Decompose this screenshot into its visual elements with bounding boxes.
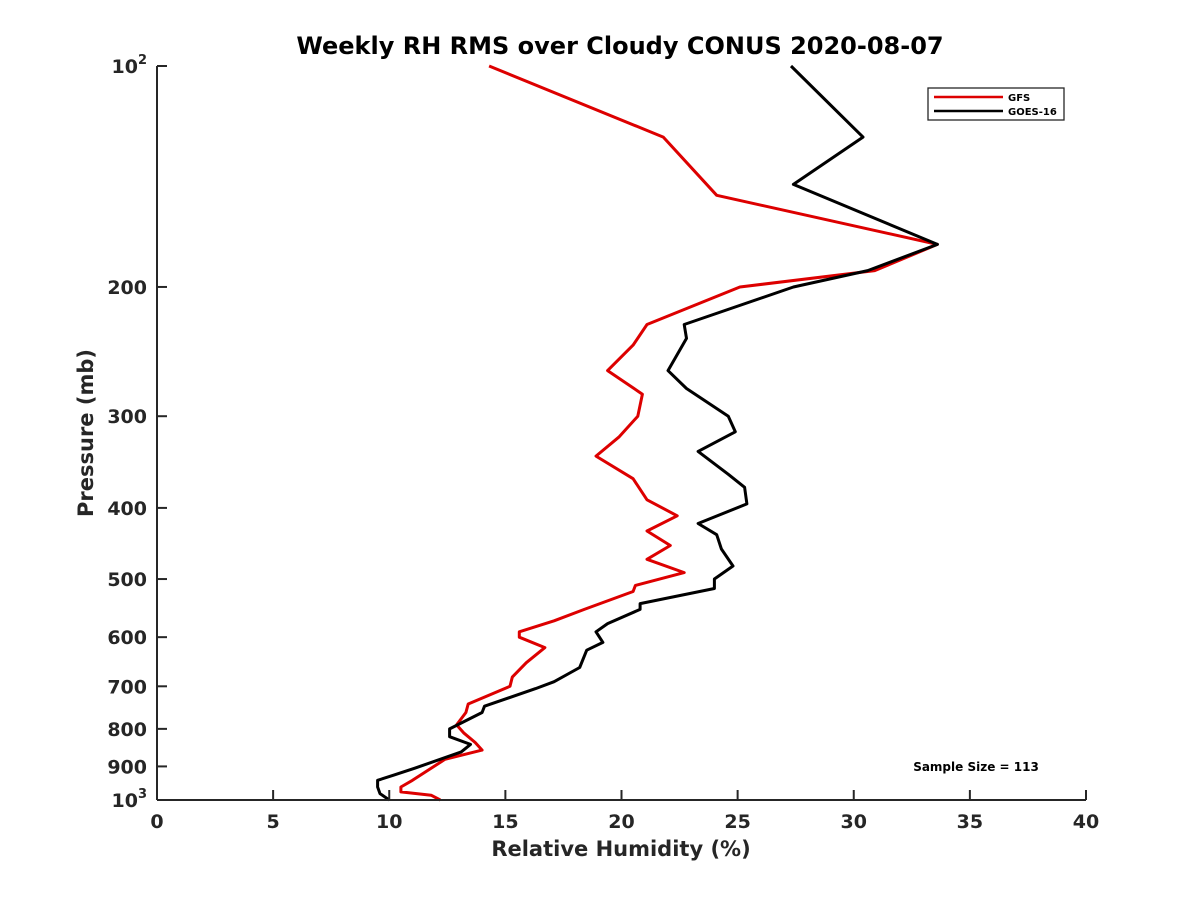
chart-title: Weekly RH RMS over Cloudy CONUS 2020-08-…	[296, 32, 943, 60]
x-tick-label: 0	[150, 811, 163, 833]
y-tick-label: 500	[107, 569, 147, 591]
y-tick-label: 103	[112, 787, 148, 812]
y-axis-label: Pressure (mb)	[74, 349, 98, 517]
x-tick-label: 20	[608, 811, 634, 833]
x-tick-label: 25	[724, 811, 750, 833]
x-tick-label: 35	[957, 811, 983, 833]
y-tick-label: 600	[107, 627, 147, 649]
x-tick-label: 5	[267, 811, 280, 833]
series-line-gfs	[399, 64, 939, 802]
x-tick-label: 40	[1073, 811, 1099, 833]
y-tick-label: 400	[107, 498, 147, 520]
legend: GFS GOES-16	[927, 87, 1065, 121]
series-line-goes16	[376, 64, 939, 802]
y-tick-label: 200	[107, 277, 147, 299]
y-tick-label: 102	[112, 53, 148, 78]
x-axis-label: Relative Humidity (%)	[491, 837, 750, 861]
legend-label-goes16: GOES-16	[1008, 107, 1057, 118]
y-tick-label: 700	[107, 676, 147, 698]
plot-lines	[376, 64, 939, 802]
legend-label-gfs: GFS	[1008, 93, 1030, 104]
y-tick-label: 900	[107, 756, 147, 778]
y-ticks: 102 200 300 400 500 600 700 800 900 103	[107, 53, 167, 812]
legend-box	[927, 87, 1065, 121]
sample-size-annotation: Sample Size = 113	[913, 760, 1039, 774]
x-ticks: 0 5 10 15 20 25 30 35 40	[150, 790, 1099, 833]
x-tick-label: 30	[841, 811, 867, 833]
x-tick-label: 15	[492, 811, 518, 833]
x-tick-label: 10	[376, 811, 402, 833]
y-tick-label: 800	[107, 719, 147, 741]
y-tick-label: 300	[107, 406, 147, 428]
